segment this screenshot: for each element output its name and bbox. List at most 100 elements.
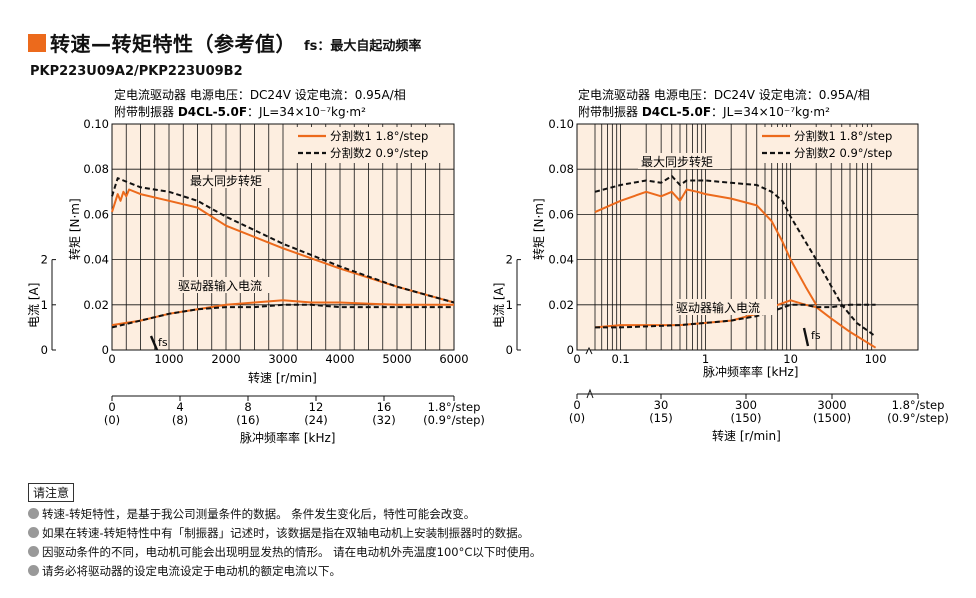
y-tick-label: 0.02 <box>548 298 574 312</box>
left-max-torque-label-bg <box>187 172 275 188</box>
left-torque-axis-title: 转矩 [N·m] <box>67 198 82 260</box>
axis-break-icon <box>586 388 594 399</box>
current-tick-label: 0 <box>41 343 48 357</box>
current-dashed-series <box>111 303 454 329</box>
y-tick-label: 0.08 <box>548 162 574 176</box>
x-tick-label: 0.1 <box>611 352 629 366</box>
right-fs-label: fs <box>811 329 821 342</box>
current-tick-label: 1 <box>41 298 48 312</box>
y-tick-label: 0 <box>567 343 574 357</box>
torque-solid-series <box>111 188 455 304</box>
y-tick-label: 0.06 <box>83 207 109 221</box>
right-current-label: 驱动器输入电流 <box>676 300 760 315</box>
right-condition-line2: 附带制振器 D4CL-5.0F：JL=34×10⁻⁷kg·m² <box>578 105 830 119</box>
torque-dashed-series <box>111 177 455 304</box>
secondary-tick-label: (1500) <box>813 411 851 425</box>
x-tick-label: 1 <box>702 352 709 366</box>
secondary-tick-label: (150) <box>731 411 762 425</box>
secondary-tick-label: (0) <box>569 411 585 425</box>
right-max-torque-label: 最大同步转矩 <box>641 154 713 169</box>
x-tick-label: 3000 <box>268 352 297 366</box>
x-tick-label: 2000 <box>211 352 240 366</box>
bullet-icon <box>28 546 39 557</box>
torque-dashed-series <box>594 175 877 338</box>
y-tick-label: 0.02 <box>83 298 109 312</box>
secondary-tick-label: (0.9°/step) <box>423 413 485 427</box>
secondary-tick-label: (16) <box>236 413 260 427</box>
secondary-tick-label: 0 <box>108 400 115 414</box>
secondary-tick-label: 12 <box>309 400 324 414</box>
right-speed-axis-title: 转速 [r/min] <box>712 428 781 443</box>
x-tick-label: 0 <box>573 352 580 366</box>
bullet-icon <box>28 508 39 519</box>
secondary-tick-label: (15) <box>649 411 673 425</box>
right-legend-item2: 分割数2 0.9°/step <box>794 146 892 160</box>
left-chart: 定电流驱动器 电源电压：DC24V 设定电流：0.95A/相 附带制振器 D4C… <box>27 87 485 445</box>
x-tick-label: 0 <box>108 352 115 366</box>
x-tick-label: 4000 <box>325 352 354 366</box>
bullet-icon <box>28 527 39 538</box>
x-tick-label: 1000 <box>154 352 183 366</box>
secondary-tick-label: 16 <box>377 400 392 414</box>
current-tick-label: 1 <box>506 298 513 312</box>
left-legend-bg <box>294 127 450 163</box>
left-pulse-axis-title: 脉冲频率率 [kHz] <box>240 430 335 445</box>
y-tick-label: 0.06 <box>548 207 574 221</box>
left-max-torque-label: 最大同步转矩 <box>190 173 262 188</box>
right-current-axis-title: 电流 [A] <box>492 283 506 328</box>
secondary-tick-label: (24) <box>304 413 328 427</box>
left-speed-axis-title: 转速 [r/min] <box>248 370 317 385</box>
left-legend-item1: 分割数1 1.8°/step <box>330 129 428 143</box>
left-condition-line1: 定电流驱动器 电源电压：DC24V 设定电流：0.95A/相 <box>114 87 406 102</box>
y-tick-label: 0.10 <box>548 117 574 131</box>
current-tick-label: 2 <box>506 253 513 267</box>
note-item: 如果在转速-转矩特性中有「制振器」记述时，该数据是指在双轴电动机上安装制振器时的… <box>28 523 541 542</box>
current-tick-label: 2 <box>41 253 48 267</box>
right-condition-line1: 定电流驱动器 电源电压：DC24V 设定电流：0.95A/相 <box>578 87 870 102</box>
secondary-tick-label: 30 <box>654 398 669 412</box>
y-tick-label: 0.04 <box>83 253 109 267</box>
secondary-tick-label: 8 <box>244 400 251 414</box>
left-current-label-bg <box>175 277 279 293</box>
secondary-tick-label: (0.9°/step) <box>887 411 949 425</box>
secondary-tick-label: 3000 <box>817 398 846 412</box>
right-pulse-axis-title: 脉冲频率率 [kHz] <box>703 364 798 379</box>
right-chart: 定电流驱动器 电源电压：DC24V 设定电流：0.95A/相 附带制振器 D4C… <box>492 87 949 443</box>
right-legend-item1: 分割数1 1.8°/step <box>794 129 892 143</box>
secondary-tick-label: (32) <box>372 413 396 427</box>
axis-break-icon <box>585 346 593 355</box>
left-fs-marker <box>149 335 159 351</box>
secondary-tick-label: 0 <box>573 398 580 412</box>
left-series <box>111 177 455 329</box>
right-torque-axis-title: 转矩 [N·m] <box>531 198 546 260</box>
left-grid <box>112 124 454 350</box>
x-tick-label: 6000 <box>439 352 468 366</box>
model-number: PKP223U09A2/PKP223U09B2 <box>30 64 243 79</box>
left-legend-item2: 分割数2 0.9°/step <box>330 146 428 160</box>
y-tick-label: 0.04 <box>548 253 574 267</box>
note-item: 因驱动条件的不同，电动机可能会出现明显发热的情形。 请在电动机外壳温度100°C… <box>28 542 541 561</box>
bullet-icon <box>28 565 39 576</box>
left-current-label: 驱动器输入电流 <box>178 278 262 293</box>
title-marker-icon <box>28 33 46 52</box>
y-tick-label: 0 <box>102 343 109 357</box>
secondary-tick-label: 1.8°/step <box>428 400 481 414</box>
x-tick-label: 5000 <box>382 352 411 366</box>
y-tick-label: 0.10 <box>83 117 109 131</box>
secondary-tick-label: (0) <box>104 413 120 427</box>
note-item: 请务必将驱动器的设定电流设定于电动机的额定电流以下。 <box>28 561 541 580</box>
notes-section: 请注意 转速-转矩特性，是基于我公司测量条件的数据。 条件发生变化后，特性可能会… <box>28 483 541 580</box>
title-text: 转速—转矩特性（参考值） <box>50 32 296 56</box>
x-tick-label: 100 <box>865 352 887 366</box>
secondary-tick-label: (8) <box>172 413 188 427</box>
note-item: 转速-转矩特性，是基于我公司测量条件的数据。 条件发生变化后，特性可能会改变。 <box>28 504 541 523</box>
fs-definition: fs：最大自起动频率 <box>304 39 422 54</box>
left-fs-label: fs <box>158 336 168 349</box>
secondary-tick-label: 1.8°/step <box>892 398 945 412</box>
torque-solid-series <box>594 188 818 306</box>
secondary-tick-label: 4 <box>176 400 183 414</box>
current-tick-label: 0 <box>506 343 513 357</box>
left-condition-line2: 附带制振器 D4CL-5.0F：JL=34×10⁻⁷kg·m² <box>114 105 366 119</box>
left-current-axis-title: 电流 [A] <box>27 283 41 328</box>
